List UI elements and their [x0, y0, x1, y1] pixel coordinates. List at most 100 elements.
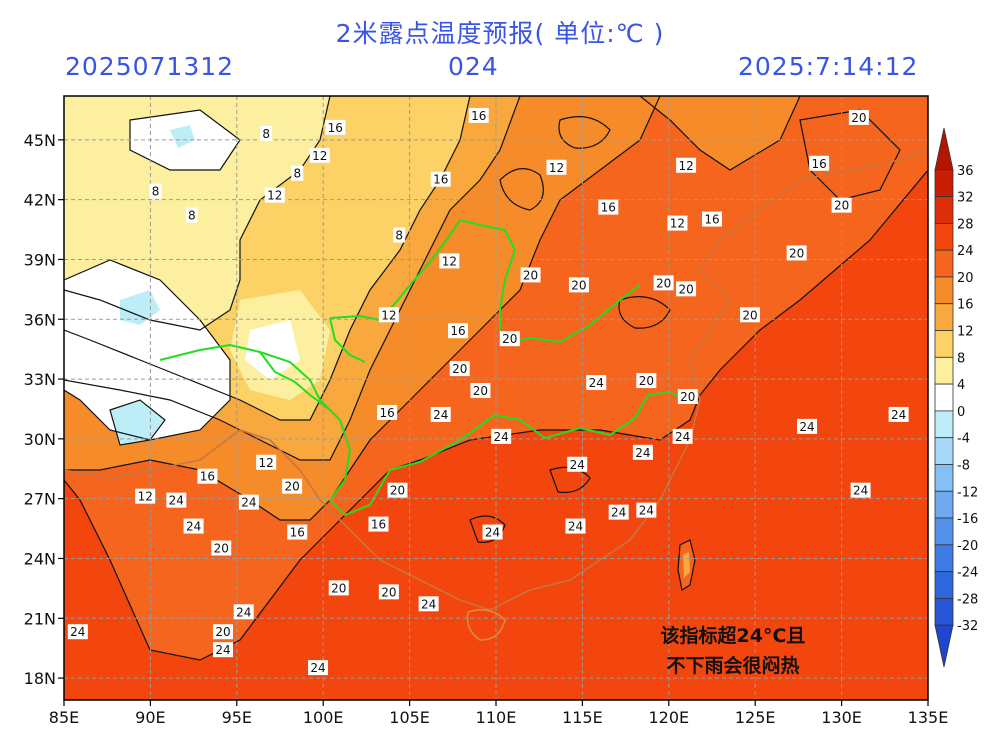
svg-text:20: 20	[571, 278, 586, 292]
contour-label: 20	[520, 267, 541, 283]
svg-text:20: 20	[742, 308, 757, 322]
svg-text:12: 12	[267, 189, 282, 203]
forecast-lead-hours: 024	[448, 52, 499, 81]
legend-swatch	[934, 169, 954, 197]
contour-label: 24	[850, 482, 871, 498]
contour-label: 12	[378, 307, 399, 323]
svg-text:20: 20	[215, 625, 230, 639]
svg-text:12: 12	[312, 149, 327, 163]
legend-swatch	[934, 383, 954, 412]
svg-text:24: 24	[611, 506, 626, 520]
lat-label: 36N	[24, 310, 56, 329]
legend-label: 36	[957, 164, 974, 179]
lon-label: 135E	[908, 708, 949, 727]
svg-text:20: 20	[851, 111, 866, 125]
contour-label: 12	[546, 159, 567, 175]
svg-text:16: 16	[433, 173, 448, 187]
svg-text:16: 16	[290, 526, 305, 540]
svg-text:20: 20	[214, 542, 229, 556]
legend-swatch	[934, 410, 954, 439]
svg-text:20: 20	[284, 480, 299, 494]
legend-label: 24	[957, 244, 974, 259]
legend-label: 0	[957, 405, 965, 420]
legend-label: -12	[957, 485, 978, 500]
legend-label: -32	[957, 619, 978, 634]
contour-label: 16	[368, 516, 389, 532]
svg-text:24: 24	[635, 446, 650, 460]
contour-label: 20	[653, 275, 674, 291]
contour-label: 16	[598, 199, 619, 215]
contour-label: 20	[378, 584, 399, 600]
contour-label: 16	[468, 107, 489, 123]
svg-text:24: 24	[799, 420, 814, 434]
contour-label: 24	[212, 642, 233, 658]
svg-text:24: 24	[70, 625, 85, 639]
contour-label: 8	[149, 183, 162, 199]
svg-text:12: 12	[670, 217, 685, 231]
lon-label: 85E	[49, 708, 79, 727]
contour-label: 8	[185, 207, 198, 223]
contour-label: 12	[667, 215, 688, 231]
contour-label: 12	[676, 157, 697, 173]
lon-label: 130E	[821, 708, 862, 727]
svg-text:20: 20	[381, 585, 396, 599]
svg-text:20: 20	[789, 246, 804, 260]
svg-text:20: 20	[390, 484, 405, 498]
contour-label: 20	[328, 580, 349, 596]
svg-text:20: 20	[452, 362, 467, 376]
contour-label: 12	[135, 488, 156, 504]
lat-label: 27N	[24, 490, 56, 509]
legend-swatch	[934, 356, 954, 385]
legend-swatch	[934, 249, 954, 278]
contour-label: 20	[568, 277, 589, 293]
contour-label: 24	[233, 604, 254, 620]
contour-label: 24	[491, 428, 512, 444]
contour-label: 20	[848, 109, 869, 125]
lat-label: 39N	[24, 250, 56, 269]
svg-text:20: 20	[523, 268, 538, 282]
contour-label: 24	[482, 524, 503, 540]
lat-label: 45N	[24, 131, 56, 150]
valid-time: 2025:7:14:12	[738, 52, 919, 81]
lon-label: 120E	[648, 708, 689, 727]
lon-label: 115E	[562, 708, 603, 727]
contour-label: 20	[677, 389, 698, 405]
legend-swatch	[934, 127, 954, 171]
contour-label: 24	[608, 504, 629, 520]
legend-label: 16	[957, 298, 974, 313]
contour-label: 16	[430, 171, 451, 187]
legend-swatch	[934, 303, 954, 331]
svg-text:12: 12	[549, 161, 564, 175]
svg-text:24: 24	[186, 520, 201, 534]
lon-label: 105E	[389, 708, 430, 727]
lat-label: 42N	[24, 191, 56, 210]
svg-text:12: 12	[259, 456, 274, 470]
svg-text:12: 12	[678, 159, 693, 173]
lon-label: 95E	[222, 708, 252, 727]
contour-label: 24	[586, 375, 607, 391]
contour-label: 24	[430, 406, 451, 422]
legend-swatch	[934, 437, 954, 465]
contour-label: 24	[636, 502, 657, 518]
svg-text:16: 16	[811, 157, 826, 171]
legend-label: 4	[957, 378, 965, 393]
svg-text:24: 24	[494, 430, 509, 444]
contour-label: 12	[309, 147, 330, 163]
legend-swatch	[934, 222, 954, 251]
contour-label: 24	[166, 492, 187, 508]
svg-text:20: 20	[331, 581, 346, 595]
legend-label: 12	[957, 325, 974, 340]
svg-text:24: 24	[310, 661, 325, 675]
lon-label: 90E	[135, 708, 165, 727]
contour-label: 24	[308, 660, 329, 676]
init-time: 2025071312	[65, 52, 235, 81]
lon-label: 125E	[735, 708, 776, 727]
svg-text:12: 12	[442, 254, 457, 268]
svg-text:24: 24	[433, 408, 448, 422]
contour-label: 24	[632, 444, 653, 460]
svg-text:20: 20	[639, 374, 654, 388]
svg-text:12: 12	[381, 308, 396, 322]
legend-label: -28	[957, 592, 978, 607]
legend-label: -24	[957, 566, 978, 581]
